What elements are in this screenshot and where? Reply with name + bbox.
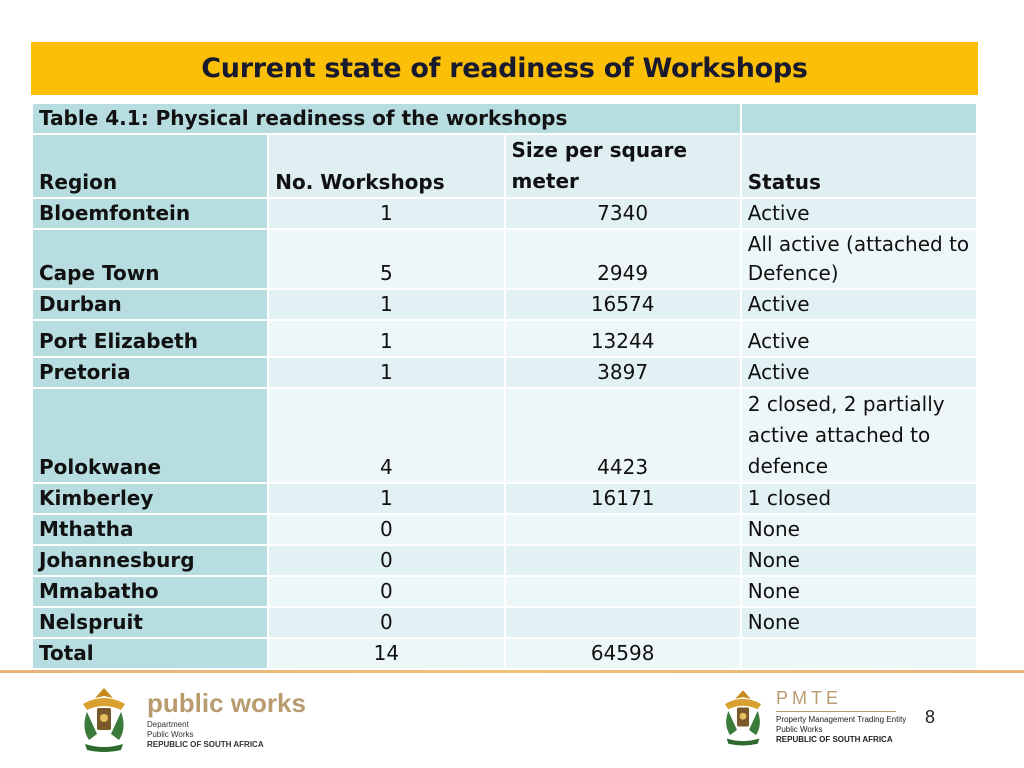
status-cell: All active (attached to Defence) [741,230,976,288]
table-row: Polokwane 4 4423 2 closed, 2 partially a… [33,389,976,482]
region-cell: Durban [33,290,268,319]
coat-of-arms-icon [83,688,125,752]
table-row: Mthatha 0 None [33,515,976,544]
pmte-logo: PMTE Property Management Trading Entity … [718,684,906,750]
public-works-line: Public Works [147,730,194,739]
public-works-wordmark: public works [147,688,306,718]
table-caption-empty-cell [741,104,976,133]
size-cell: 16171 [505,484,740,513]
pmte-line: REPUBLIC OF SOUTH AFRICA [776,735,893,744]
status-cell: 1 closed [741,484,976,513]
size-cell [505,577,740,606]
region-cell: Port Elizabeth [33,321,268,356]
header-status: Status [741,135,976,197]
region-cell: Kimberley [33,484,268,513]
workshops-cell: 1 [269,321,504,356]
region-cell: Cape Town [33,230,268,288]
pmte-line: Property Management Trading Entity [776,715,907,724]
page-number: 8 [925,707,936,727]
table-caption-row: Table 4.1: Physical readiness of the wor… [33,104,976,133]
status-cell: Active [741,358,976,387]
status-cell: Active [741,290,976,319]
header-workshops: No. Workshops [269,135,504,197]
table-row: Port Elizabeth 1 13244 Active [33,321,976,356]
workshops-cell: 1 [269,290,504,319]
pmte-wordmark: PMTE [776,688,843,708]
total-label: Total [33,639,268,668]
status-cell: None [741,577,976,606]
table-row: Mmabatho 0 None [33,577,976,606]
public-works-line: REPUBLIC OF SOUTH AFRICA [147,740,264,749]
workshops-cell: 1 [269,199,504,228]
status-cell: None [741,546,976,575]
readiness-table: Table 4.1: Physical readiness of the wor… [31,102,978,670]
status-cell: 2 closed, 2 partially active attached to… [741,389,976,482]
footer-divider [0,670,1024,673]
public-works-line: Department [147,720,189,729]
total-status [741,639,976,668]
public-works-logo: public works Department Public Works REP… [75,684,306,754]
table-row: Nelspruit 0 None [33,608,976,637]
table-caption: Table 4.1: Physical readiness of the wor… [33,104,740,133]
size-cell [505,608,740,637]
workshops-cell: 4 [269,389,504,482]
pmte-line: Public Works [776,725,823,734]
slide-title: Current state of readiness of Workshops [201,53,808,84]
size-cell: 4423 [505,389,740,482]
table-row: Pretoria 1 3897 Active [33,358,976,387]
table-row: Durban 1 16574 Active [33,290,976,319]
table-row: Johannesburg 0 None [33,546,976,575]
workshops-cell: 0 [269,577,504,606]
workshops-cell: 0 [269,546,504,575]
status-cell: Active [741,321,976,356]
size-cell: 13244 [505,321,740,356]
table-row: Bloemfontein 1 7340 Active [33,199,976,228]
pmte-rule [776,711,896,712]
table-total-row: Total 14 64598 [33,639,976,668]
total-workshops: 14 [269,639,504,668]
size-cell: 16574 [505,290,740,319]
status-cell: None [741,515,976,544]
region-cell: Mmabatho [33,577,268,606]
size-cell: 2949 [505,230,740,288]
table-row: Kimberley 1 16171 1 closed [33,484,976,513]
workshops-cell: 5 [269,230,504,288]
header-size: Size per square meter [505,135,740,197]
header-region: Region [33,135,268,197]
size-cell [505,546,740,575]
region-cell: Johannesburg [33,546,268,575]
workshops-cell: 1 [269,484,504,513]
size-cell: 7340 [505,199,740,228]
region-cell: Bloemfontein [33,199,268,228]
coat-of-arms-icon [724,690,762,746]
table-header-row: Region No. Workshops Size per square met… [33,135,976,197]
region-cell: Polokwane [33,389,268,482]
title-banner: Current state of readiness of Workshops [31,42,978,95]
status-cell: None [741,608,976,637]
workshops-cell: 0 [269,515,504,544]
workshops-cell: 1 [269,358,504,387]
size-cell: 3897 [505,358,740,387]
region-cell: Nelspruit [33,608,268,637]
table-row: Cape Town 5 2949 All active (attached to… [33,230,976,288]
workshops-cell: 0 [269,608,504,637]
region-cell: Mthatha [33,515,268,544]
size-cell [505,515,740,544]
status-cell: Active [741,199,976,228]
total-size: 64598 [505,639,740,668]
region-cell: Pretoria [33,358,268,387]
